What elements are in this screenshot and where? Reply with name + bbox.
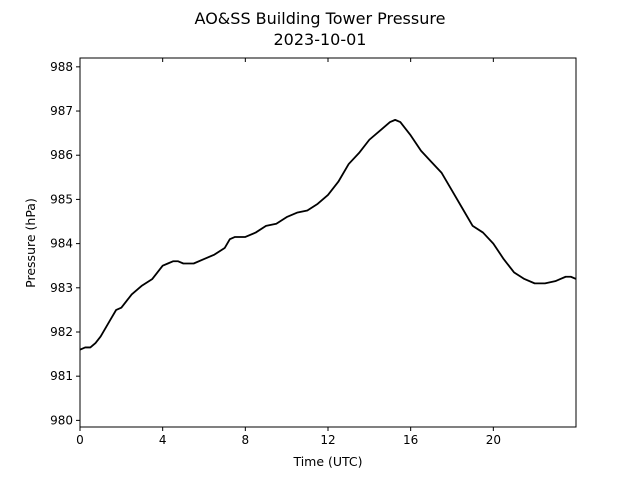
y-tick-label: 981: [50, 369, 73, 383]
y-tick-label: 988: [50, 60, 73, 74]
x-tick-label: 4: [159, 433, 167, 447]
pressure-series-line: [79, 118, 577, 351]
x-tick-label: 20: [486, 433, 501, 447]
y-tick-label: 986: [50, 148, 73, 162]
x-tick-label: 8: [242, 433, 250, 447]
y-tick-label: 980: [50, 413, 73, 427]
y-axis-ticks: 980 981 982 983 984 985 986 987 988: [50, 60, 80, 427]
chart-title: AO&SS Building Tower Pressure: [195, 9, 446, 28]
plot-frame: [79, 57, 577, 428]
y-tick-label: 985: [50, 192, 73, 206]
x-tick-label: 16: [403, 433, 418, 447]
y-tick-label: 982: [50, 325, 73, 339]
x-axis-ticks: 0 4 8 12 16 20: [76, 58, 501, 447]
x-tick-label: 12: [320, 433, 335, 447]
x-axis-label: Time (UTC): [292, 454, 362, 469]
chart-subtitle: 2023-10-01: [274, 30, 367, 49]
y-tick-label: 984: [50, 237, 73, 251]
y-axis-label: Pressure (hPa): [23, 198, 38, 288]
y-tick-label: 987: [50, 104, 73, 118]
x-tick-label: 0: [76, 433, 84, 447]
y-tick-label: 983: [50, 281, 73, 295]
